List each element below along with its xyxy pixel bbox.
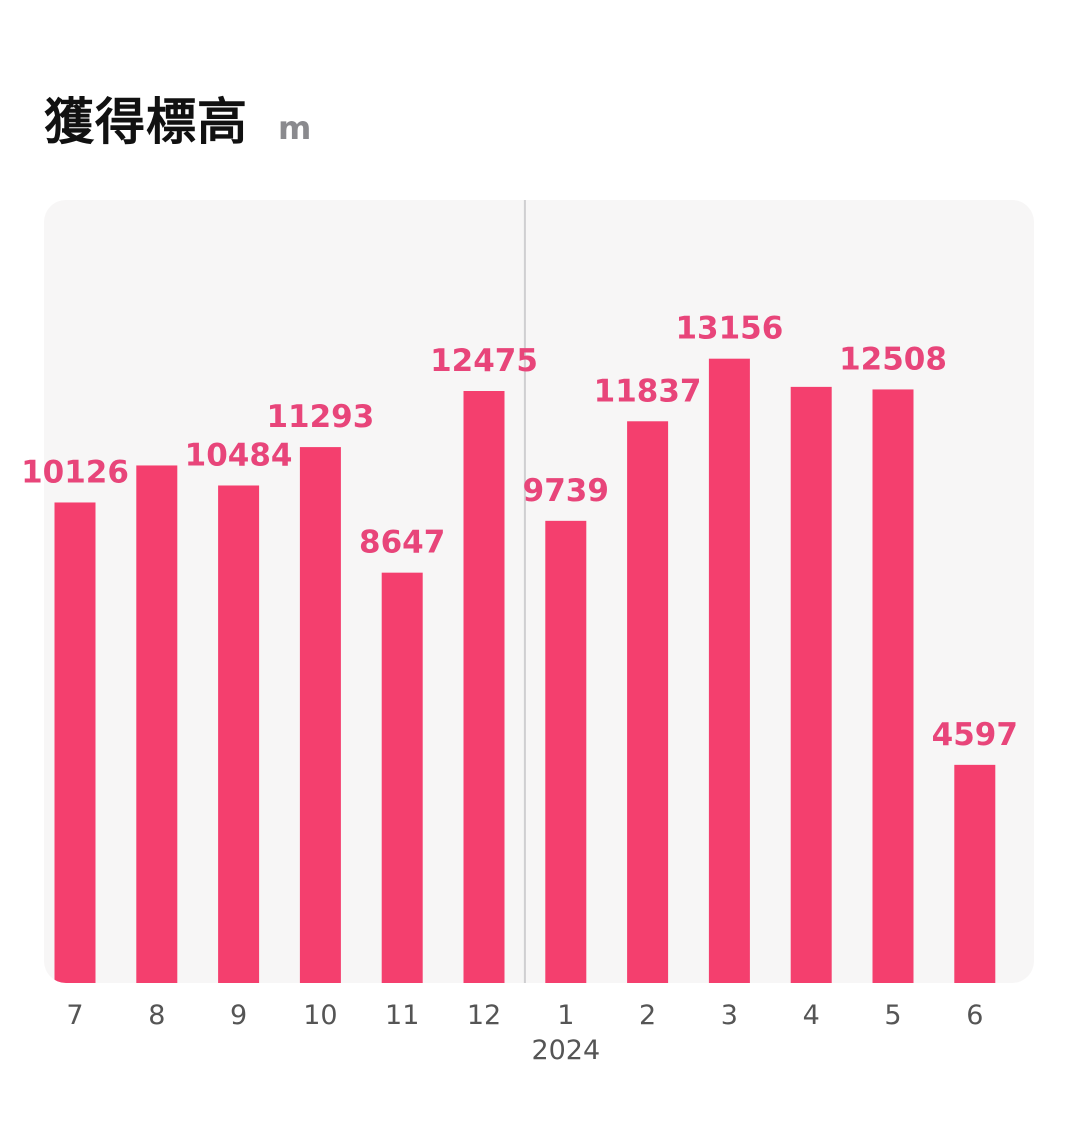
value-label-12: 12475 bbox=[430, 343, 538, 379]
x-tick-6: 6 bbox=[966, 1000, 983, 1031]
bar-5[interactable] bbox=[872, 389, 914, 1003]
chart-header: 獲得標高 m bbox=[44, 82, 311, 154]
value-label-9: 10484 bbox=[185, 437, 293, 473]
plot-area bbox=[44, 200, 1034, 983]
x-tick-8: 8 bbox=[148, 1000, 165, 1031]
value-label-5: 12508 bbox=[839, 341, 947, 377]
bar-1[interactable] bbox=[545, 520, 587, 1003]
x-tick-1: 1 bbox=[557, 1000, 574, 1031]
value-label-2: 11837 bbox=[594, 373, 702, 409]
bar-3[interactable] bbox=[708, 358, 750, 1003]
year-label: 2024 bbox=[531, 1035, 600, 1066]
bar-7[interactable] bbox=[54, 502, 96, 1003]
chart-title: 獲得標高 bbox=[44, 93, 248, 151]
bar-6[interactable] bbox=[954, 764, 996, 1003]
unit-label: m bbox=[278, 109, 312, 147]
bar-12[interactable] bbox=[463, 391, 505, 1003]
x-tick-10: 10 bbox=[303, 1000, 337, 1031]
x-tick-12: 12 bbox=[467, 1000, 501, 1031]
x-tick-7: 7 bbox=[66, 1000, 83, 1031]
bar-11[interactable] bbox=[381, 572, 423, 1003]
x-tick-11: 11 bbox=[385, 1000, 419, 1031]
bar-10[interactable] bbox=[299, 447, 341, 1003]
value-label-11: 8647 bbox=[359, 525, 445, 561]
x-tick-9: 9 bbox=[230, 1000, 247, 1031]
value-label-1: 9739 bbox=[523, 473, 609, 509]
bar-9[interactable] bbox=[218, 485, 260, 1003]
value-label-6: 4597 bbox=[932, 717, 1018, 753]
value-label-7: 10126 bbox=[21, 454, 129, 490]
x-tick-4: 4 bbox=[803, 1000, 820, 1031]
value-label-10: 11293 bbox=[266, 399, 374, 435]
bar-2[interactable] bbox=[627, 421, 669, 1003]
x-tick-3: 3 bbox=[721, 1000, 738, 1031]
bar-8[interactable] bbox=[136, 465, 178, 1003]
x-tick-2: 2 bbox=[639, 1000, 656, 1031]
x-tick-5: 5 bbox=[884, 1000, 901, 1031]
value-label-3: 13156 bbox=[675, 311, 783, 347]
bar-4[interactable] bbox=[790, 386, 832, 1003]
